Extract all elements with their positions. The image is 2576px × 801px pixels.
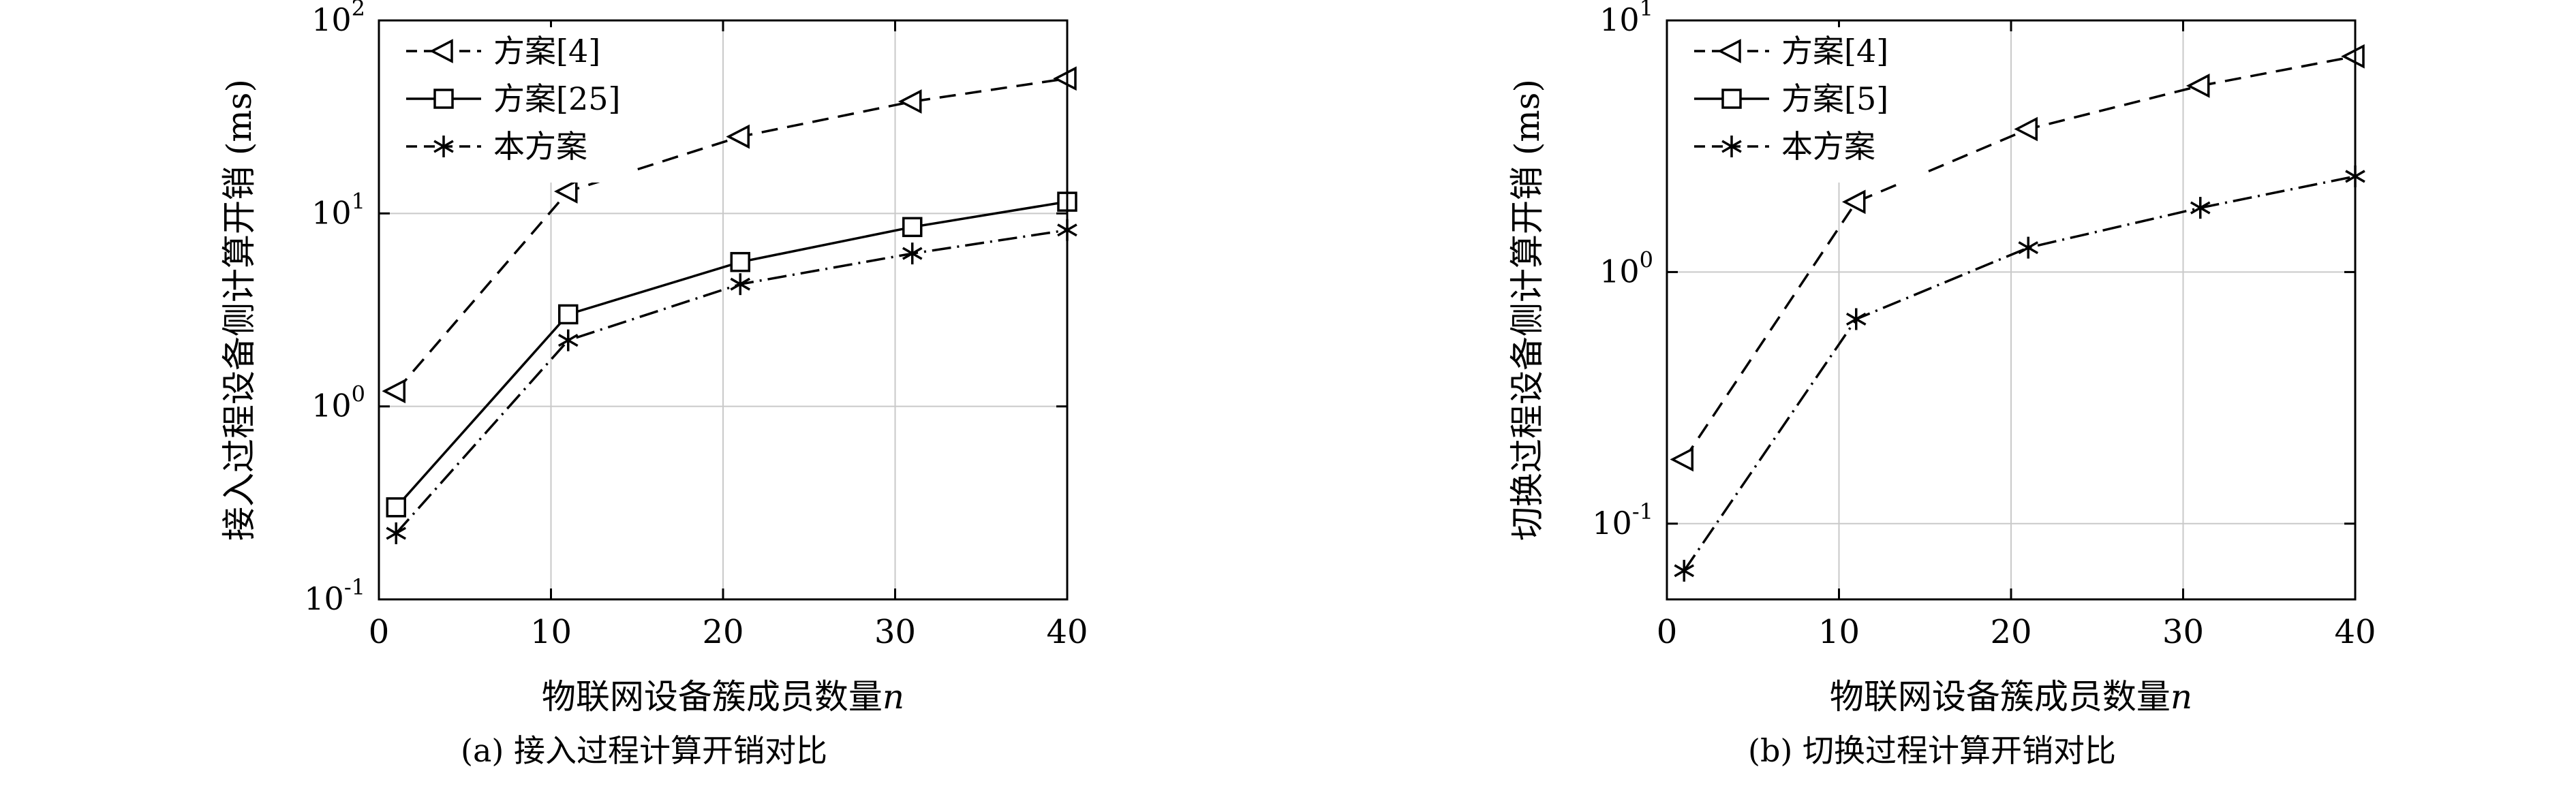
series-方案[4] bbox=[1670, 44, 2365, 472]
x-tick-label: 20 bbox=[702, 613, 743, 651]
x-axis-label: 物联网设备簇成员数量n bbox=[1830, 677, 2192, 717]
legend-label: 方案[25] bbox=[493, 80, 620, 117]
triangle-left-marker bbox=[2341, 44, 2365, 69]
legend-item-方案[4]: 方案[4] bbox=[1694, 33, 1888, 69]
triangle-left-marker bbox=[2014, 116, 2038, 142]
square-marker bbox=[902, 217, 923, 238]
y-tick-label: 100 bbox=[311, 381, 365, 424]
y-tick-labels: 10-1 100 101 102 bbox=[304, 0, 365, 617]
caption-b: (b) 切换过程计算开销对比 bbox=[1748, 732, 2116, 769]
series-line bbox=[395, 200, 1068, 508]
x-tick-labels: 0 10 20 30 40 bbox=[369, 613, 1088, 651]
asterisk-marker bbox=[386, 522, 407, 544]
x-tick-label: 30 bbox=[874, 613, 916, 651]
legend-item-本方案: 本方案 bbox=[406, 128, 587, 165]
legend-label: 方案[5] bbox=[1781, 80, 1888, 117]
x-tick-label: 0 bbox=[369, 613, 390, 651]
series-line bbox=[395, 229, 1068, 535]
asterisk-marker bbox=[1845, 308, 1867, 330]
triangle-left-marker bbox=[898, 89, 922, 114]
triangle-left-marker bbox=[726, 124, 750, 149]
asterisk-marker bbox=[730, 273, 751, 296]
tick-marks bbox=[1666, 19, 2357, 599]
x-tick-label: 20 bbox=[1990, 613, 2031, 651]
x-tick-labels: 0 10 20 30 40 bbox=[1657, 613, 2376, 651]
legend-item-方案[5]: 方案[5] bbox=[1694, 80, 1888, 117]
legend-item-方案[25]: 方案[25] bbox=[406, 80, 620, 117]
legend: 方案[4] 方案[5] 本方案 bbox=[1682, 27, 1920, 183]
legend-label: 方案[4] bbox=[493, 33, 600, 69]
chart-a-canvas: 0 10 20 30 40 10-1 100 101 102 接入过程设备侧计算开销 (ms) 物联… bbox=[219, 0, 1088, 717]
x-tick-label: 30 bbox=[2162, 613, 2204, 651]
y-axis-label: 接入过程设备侧计算开销 (ms) bbox=[219, 79, 259, 541]
square-marker bbox=[433, 89, 454, 109]
legend-label: 本方案 bbox=[493, 128, 587, 165]
caption-a: (a) 接入过程计算开销对比 bbox=[461, 732, 827, 769]
square-marker bbox=[558, 304, 579, 325]
asterisk-marker bbox=[557, 329, 579, 351]
triangle-left-marker bbox=[1670, 447, 1693, 472]
x-tick-label: 40 bbox=[1046, 613, 1088, 651]
chart-b-canvas: 0 10 20 30 40 10-1 100 101 切换过程设备侧计算开销 (ms) 物联网设备… bbox=[1507, 0, 2376, 717]
asterisk-marker bbox=[433, 136, 454, 157]
triangle-left-marker bbox=[429, 39, 453, 63]
y-tick-label: 102 bbox=[311, 0, 365, 38]
figure-b: 0 10 20 30 40 10-1 100 101 切换过程设备侧计算开销 (ms) 物联网设备… bbox=[1288, 0, 2576, 801]
series-line bbox=[1683, 175, 2356, 571]
legend-label: 本方案 bbox=[1781, 128, 1875, 165]
x-tick-label: 10 bbox=[1818, 613, 1860, 651]
triangle-left-marker bbox=[1717, 39, 1741, 63]
asterisk-marker bbox=[2190, 197, 2211, 219]
asterisk-marker bbox=[1721, 136, 1742, 157]
series-本方案 bbox=[386, 219, 1077, 544]
series-本方案 bbox=[1674, 165, 2365, 582]
triangle-left-marker bbox=[2186, 74, 2210, 98]
triangle-left-marker bbox=[382, 379, 405, 404]
x-axis-label: 物联网设备簇成员数量n bbox=[542, 677, 904, 717]
y-tick-label: 10-1 bbox=[1592, 499, 1653, 541]
triangle-left-marker bbox=[553, 179, 578, 204]
tick-marks bbox=[378, 19, 1069, 601]
asterisk-marker bbox=[902, 242, 923, 265]
y-tick-label: 101 bbox=[1599, 0, 1653, 38]
y-tick-label: 10-1 bbox=[304, 574, 365, 617]
triangle-left-marker bbox=[1053, 66, 1077, 91]
y-tick-labels: 10-1 100 101 bbox=[1592, 0, 1653, 541]
legend-label: 方案[4] bbox=[1781, 33, 1888, 69]
figure-a: 0 10 20 30 40 10-1 100 101 102 接入过程设备侧计算开销 (ms) 物联… bbox=[219, 0, 1088, 769]
x-tick-label: 40 bbox=[2334, 613, 2376, 651]
square-marker bbox=[1721, 89, 1742, 109]
series-方案[4] bbox=[382, 66, 1077, 404]
y-tick-label: 101 bbox=[311, 188, 365, 231]
legend: 方案[4] 方案[25] 本方案 bbox=[394, 27, 632, 183]
square-marker bbox=[386, 497, 406, 518]
x-tick-label: 10 bbox=[530, 613, 572, 651]
y-tick-label: 100 bbox=[1599, 247, 1653, 289]
x-tick-label: 0 bbox=[1657, 613, 1678, 651]
asterisk-marker bbox=[2018, 236, 2039, 259]
square-marker bbox=[730, 251, 750, 272]
triangle-left-marker bbox=[1841, 189, 1866, 215]
series-方案[25] bbox=[386, 191, 1077, 518]
legend-item-方案[4]: 方案[4] bbox=[406, 33, 600, 69]
legend-item-本方案: 本方案 bbox=[1694, 128, 1875, 165]
y-axis-label: 切换过程设备侧计算开销 (ms) bbox=[1507, 79, 1547, 541]
asterisk-marker bbox=[1674, 559, 1695, 582]
